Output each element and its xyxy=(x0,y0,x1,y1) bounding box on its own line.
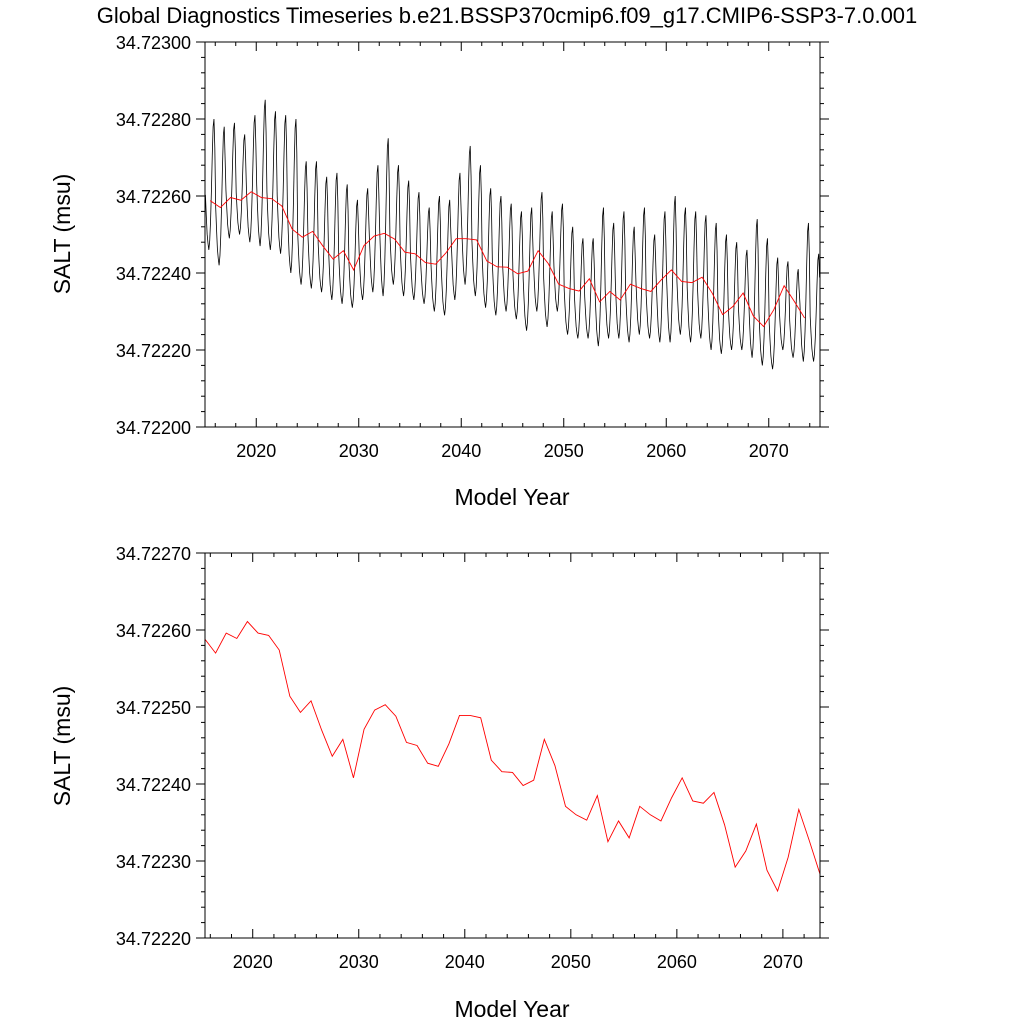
top-panel-ticks xyxy=(196,41,829,428)
bottom-y-tick-label: 34.72220 xyxy=(116,929,191,949)
bottom-y-tick-label: 34.72270 xyxy=(116,544,191,564)
top-x-tick-label: 2040 xyxy=(441,441,481,461)
bottom-y-tick-label: 34.72240 xyxy=(116,775,191,795)
bottom-panel-x-axis-label: Model Year xyxy=(454,996,569,1022)
bottom-x-tick-label: 2050 xyxy=(551,952,591,972)
top-panel: 2020 2030 2040 2050 2060 2070 34.72200 34.72220… xyxy=(49,33,829,510)
bottom-x-tick-label: 2030 xyxy=(339,952,379,972)
bottom-annual-mean-line xyxy=(204,620,821,893)
bottom-y-tick-label: 34.72250 xyxy=(116,698,191,718)
top-y-tick-label: 34.72220 xyxy=(116,341,191,361)
bottom-panel-y-axis-label: SALT (msu) xyxy=(49,686,75,807)
bottom-panel-ticks xyxy=(196,552,829,939)
bottom-x-tick-label: 2070 xyxy=(763,952,803,972)
top-panel-y-axis-label: SALT (msu) xyxy=(49,174,75,295)
bottom-y-tick-label: 34.72230 xyxy=(116,852,191,872)
top-x-tick-label: 2070 xyxy=(749,441,789,461)
top-panel-x-axis-label: Model Year xyxy=(454,484,569,510)
bottom-x-tick-label: 2060 xyxy=(657,952,697,972)
top-x-tick-label: 2050 xyxy=(544,441,584,461)
top-monthly-series-line xyxy=(205,99,820,370)
bottom-panel: 2020 2030 2040 2050 2060 2070 34.72220 34.72230… xyxy=(49,544,829,1022)
top-y-tick-label: 34.72280 xyxy=(116,110,191,130)
bottom-x-tick-label: 2020 xyxy=(233,952,273,972)
bottom-panel-frame xyxy=(204,552,821,939)
top-y-tick-label: 34.72300 xyxy=(116,33,191,53)
bottom-y-tick-label: 34.72260 xyxy=(116,621,191,641)
top-x-tick-label: 2030 xyxy=(339,441,379,461)
top-panel-lines xyxy=(205,99,820,370)
top-x-tick-label: 2020 xyxy=(236,441,276,461)
top-panel-labels: 2020 2030 2040 2050 2060 2070 34.72200 34.72220… xyxy=(116,33,789,461)
top-x-tick-label: 2060 xyxy=(646,441,686,461)
top-panel-frame xyxy=(204,41,821,428)
top-y-tick-label: 34.72260 xyxy=(116,187,191,207)
top-y-tick-label: 34.72200 xyxy=(116,418,191,438)
bottom-panel-lines xyxy=(204,620,821,893)
top-y-tick-label: 34.72240 xyxy=(116,264,191,284)
bottom-panel-labels: 2020 2030 2040 2050 2060 2070 34.72220 34.72230… xyxy=(116,544,803,972)
figure-title: Global Diagnostics Timeseries b.e21.BSSP… xyxy=(97,3,918,28)
bottom-x-tick-label: 2040 xyxy=(445,952,485,972)
top-annual-mean-line xyxy=(209,191,806,328)
